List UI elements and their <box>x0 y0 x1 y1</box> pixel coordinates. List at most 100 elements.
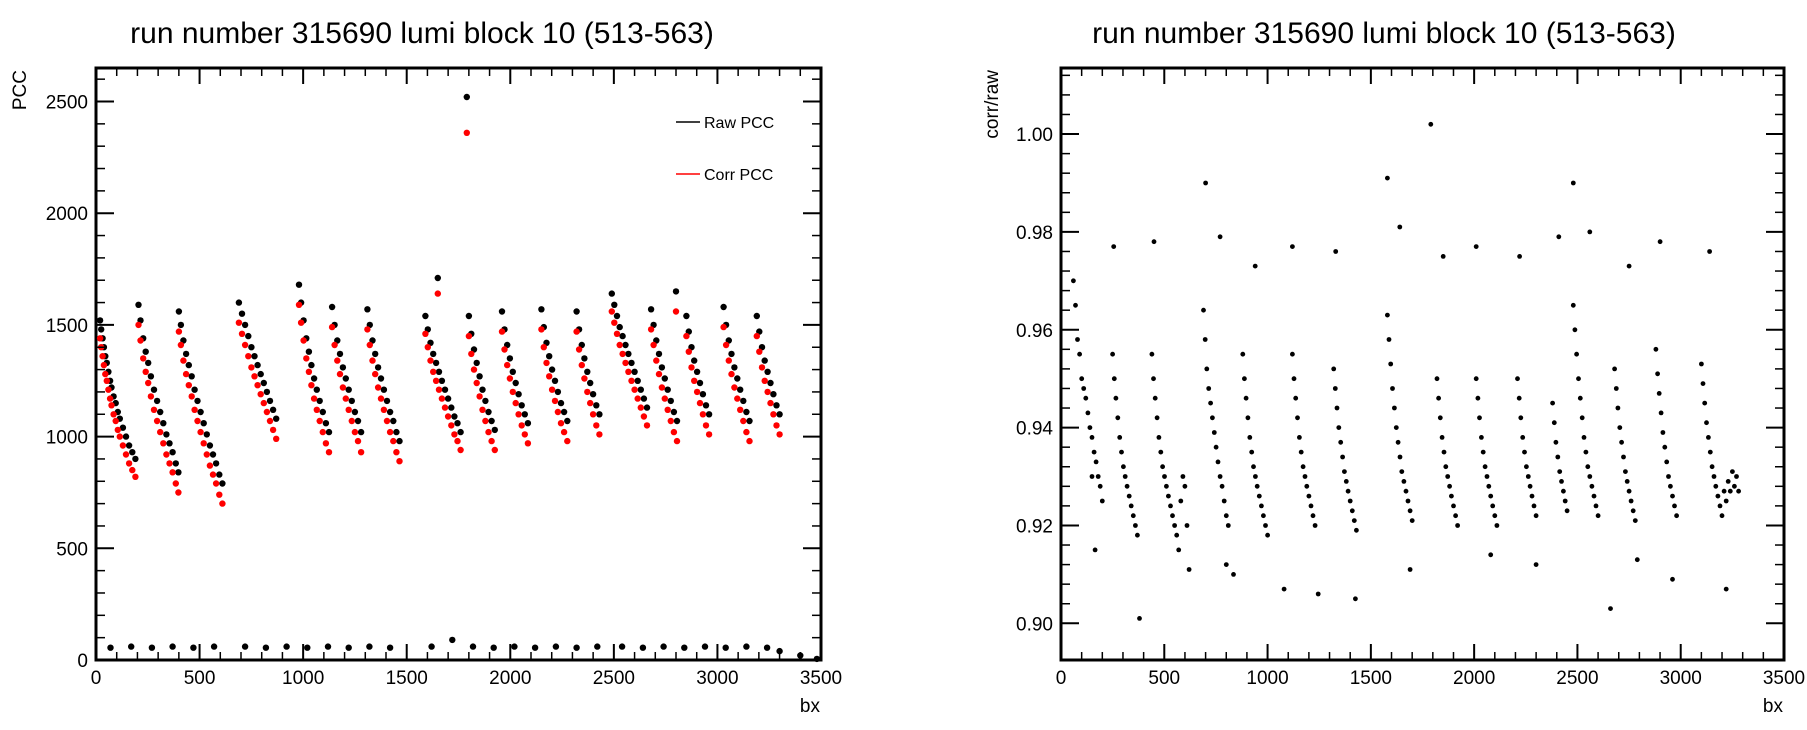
left-series-1-point <box>725 357 732 364</box>
left-series-1-point <box>628 377 635 384</box>
left-series-0-point <box>451 413 458 420</box>
left-series-2-point <box>776 647 783 655</box>
right-series-0-point <box>1121 464 1126 470</box>
left-series-1-point <box>112 417 119 425</box>
right-series-0-point <box>1095 474 1101 479</box>
left-series-1-point <box>720 323 727 331</box>
left-series-1-point <box>435 386 443 393</box>
left-series-2-point <box>743 643 750 650</box>
right-series-0-point <box>1628 498 1634 504</box>
left-series-0-point <box>611 301 618 308</box>
right-y-tick-label: 0.96 <box>1016 321 1053 342</box>
right-series-0-point <box>1630 508 1636 514</box>
left-series-0-point <box>619 332 626 340</box>
right-series-0-point <box>1180 474 1186 479</box>
right-series-0-point <box>1570 302 1576 308</box>
left-series-1-point <box>185 382 192 389</box>
right-series-0-point <box>1223 562 1229 567</box>
left-series-1-point <box>336 370 344 378</box>
right-series-0-point <box>1589 483 1595 489</box>
left-series-0-point <box>354 417 362 425</box>
left-series-1-point <box>351 428 359 436</box>
left-series-1-point <box>194 417 201 425</box>
left-series-0-point <box>670 408 678 416</box>
left-series-1-point <box>432 377 440 384</box>
left-series-1-point <box>683 332 690 340</box>
left-series-0-point <box>396 437 403 445</box>
left-series-1-point <box>463 129 470 136</box>
right-series-0-point <box>1447 483 1452 489</box>
left-series-0-point <box>509 368 516 375</box>
left-series-1-point <box>269 426 277 434</box>
right-series-0-point <box>1473 376 1479 382</box>
left-series-0-point <box>372 350 379 358</box>
left-series-1-point <box>753 332 760 340</box>
left-series-0-point <box>557 399 565 407</box>
left-series-1-point <box>177 341 185 349</box>
left-series-1-point <box>631 386 638 393</box>
right-series-0-point <box>1111 376 1117 382</box>
left-series-1-point <box>150 406 158 413</box>
left-series-0-point <box>512 379 519 387</box>
right-series-0-point <box>1388 361 1394 367</box>
left-series-0-point <box>96 317 104 324</box>
left-series-1-point <box>166 460 173 467</box>
right-series-0-point <box>1298 449 1304 455</box>
left-series-1-point <box>564 437 571 445</box>
left-series-0-point <box>203 431 210 438</box>
left-series-1-point <box>764 388 771 396</box>
left-series-1-point <box>758 364 766 371</box>
left-series-1-point <box>305 368 313 375</box>
right-series-0-point <box>1732 483 1737 489</box>
left-series-1-point <box>140 355 147 362</box>
right-series-0-point <box>1392 405 1397 411</box>
right-series-0-point <box>1449 493 1454 499</box>
right-series-0-point <box>1407 508 1413 514</box>
left-series-1-point <box>374 384 382 391</box>
left-series-1-point <box>509 388 516 396</box>
chart-right-plot-area <box>1071 121 1741 621</box>
left-series-0-point <box>521 411 528 418</box>
left-series-0-point <box>206 442 214 449</box>
right-series-0-point <box>1133 523 1138 528</box>
right-series-0-point <box>1561 488 1566 494</box>
right-series-0-point <box>1713 483 1719 489</box>
left-series-0-point <box>345 386 352 393</box>
left-x-tick-label: 3500 <box>800 668 842 689</box>
left-series-2-point <box>210 643 218 650</box>
left-series-0-point <box>573 308 580 315</box>
right-series-0-point <box>1300 464 1306 470</box>
left-series-0-point <box>377 375 385 382</box>
chart-right: run number 315690 lumi block 10 (513-563… <box>982 17 1805 717</box>
right-series-0-point <box>1332 386 1338 391</box>
right-y-tick-label: 0.98 <box>1016 223 1053 244</box>
left-series-1-point <box>616 341 623 349</box>
left-series-1-point <box>457 446 464 454</box>
left-y-tick-label: 2500 <box>46 93 88 114</box>
left-series-1-point <box>212 480 220 487</box>
left-series-0-point <box>696 379 704 387</box>
right-series-0-point <box>1403 488 1409 494</box>
left-series-1-point <box>206 462 214 469</box>
right-series-0-point <box>1217 234 1223 240</box>
right-series-0-point <box>1092 547 1098 553</box>
right-series-0-point <box>1401 479 1407 484</box>
left-series-2-point <box>107 644 114 651</box>
right-series-0-point <box>1110 351 1115 357</box>
left-series-2-point <box>345 644 352 651</box>
left-series-0-point <box>163 431 170 438</box>
right-series-0-point <box>1254 483 1260 489</box>
left-series-1-point <box>773 422 780 429</box>
left-series-0-point <box>319 408 326 416</box>
left-series-1-point <box>390 437 397 445</box>
left-series-0-point <box>564 417 571 425</box>
right-series-0-point <box>1717 503 1723 509</box>
right-series-0-point <box>1434 376 1440 382</box>
right-series-0-point <box>1623 469 1628 474</box>
left-series-1-point <box>512 399 519 407</box>
right-x-tick-label: 0 <box>1056 668 1067 689</box>
left-series-1-point <box>308 382 315 389</box>
left-series-1-point <box>479 406 486 413</box>
right-series-0-point <box>1451 503 1456 509</box>
left-series-1-point <box>105 386 112 393</box>
